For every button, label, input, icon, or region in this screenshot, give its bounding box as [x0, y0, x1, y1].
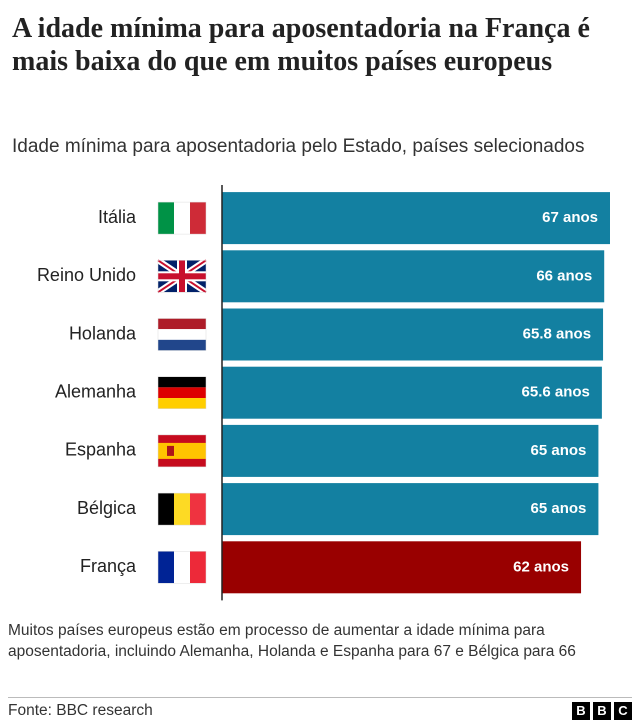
category-label: Itália	[98, 207, 137, 227]
bar	[222, 424, 599, 477]
flag-border	[157, 434, 207, 468]
flag-stripe	[158, 493, 174, 526]
category-label: Espanha	[65, 440, 137, 460]
value-label: 65 anos	[531, 500, 587, 517]
flag-stripe	[158, 398, 206, 409]
flag-stripe	[158, 202, 174, 235]
value-label: 65.8 anos	[523, 325, 591, 342]
flag	[157, 551, 207, 584]
chart-subtitle: Idade mínima para aposentadoria pelo Est…	[12, 136, 585, 157]
flag-stripe	[158, 318, 206, 330]
flag-stripe	[190, 551, 206, 584]
flag-stripe	[190, 493, 206, 526]
category-label: Bélgica	[77, 498, 137, 518]
flag-stripe	[174, 202, 190, 235]
bar	[222, 483, 599, 536]
category-label: França	[80, 556, 137, 576]
flag	[157, 434, 207, 468]
value-label: 67 anos	[542, 209, 598, 226]
bar	[222, 250, 605, 303]
flag	[157, 201, 207, 235]
logo-letter: B	[593, 702, 611, 720]
flag-stripe	[174, 551, 190, 584]
flag-stripe	[158, 551, 174, 584]
value-label: 62 anos	[513, 558, 569, 575]
flag-stripe	[158, 442, 206, 459]
flag-stripe	[158, 329, 206, 340]
flag-border	[157, 260, 207, 293]
flag-border	[157, 551, 207, 584]
category-label: Reino Unido	[37, 265, 136, 285]
chart: Itália 67 anos Reino Unido 66 anos Holanda 65…	[37, 185, 610, 601]
value-label: 65 anos	[531, 442, 587, 459]
divider	[8, 697, 632, 698]
note: Muitos países europeus estão em processo…	[8, 622, 576, 660]
bar	[222, 192, 610, 245]
flag-border	[157, 376, 207, 409]
category-label: Holanda	[69, 323, 137, 343]
flag-stripe	[158, 376, 206, 388]
flag-stripe	[174, 493, 190, 526]
flag	[157, 376, 207, 409]
value-label: 66 anos	[536, 267, 592, 284]
flag	[157, 492, 207, 526]
flag-stripe	[158, 387, 206, 399]
chart-title: A idade mínima para aposentadoria na Fra…	[12, 13, 590, 77]
flag	[157, 318, 207, 351]
flag	[156, 257, 208, 295]
logo-letter: C	[614, 702, 632, 720]
bar	[222, 366, 602, 419]
flag-border	[157, 201, 207, 235]
logo-letter: B	[572, 702, 590, 720]
flag-border	[157, 318, 207, 351]
category-label: Alemanha	[55, 381, 137, 401]
flag-stripe	[190, 202, 206, 235]
bar	[222, 541, 582, 594]
flag-border	[157, 492, 207, 526]
source: Fonte: BBC research	[8, 702, 153, 719]
bar	[222, 308, 604, 361]
value-label: 65.6 anos	[522, 384, 590, 401]
flag-emblem	[167, 445, 174, 456]
flag-stripe	[158, 339, 206, 351]
flag-cross	[179, 260, 185, 293]
